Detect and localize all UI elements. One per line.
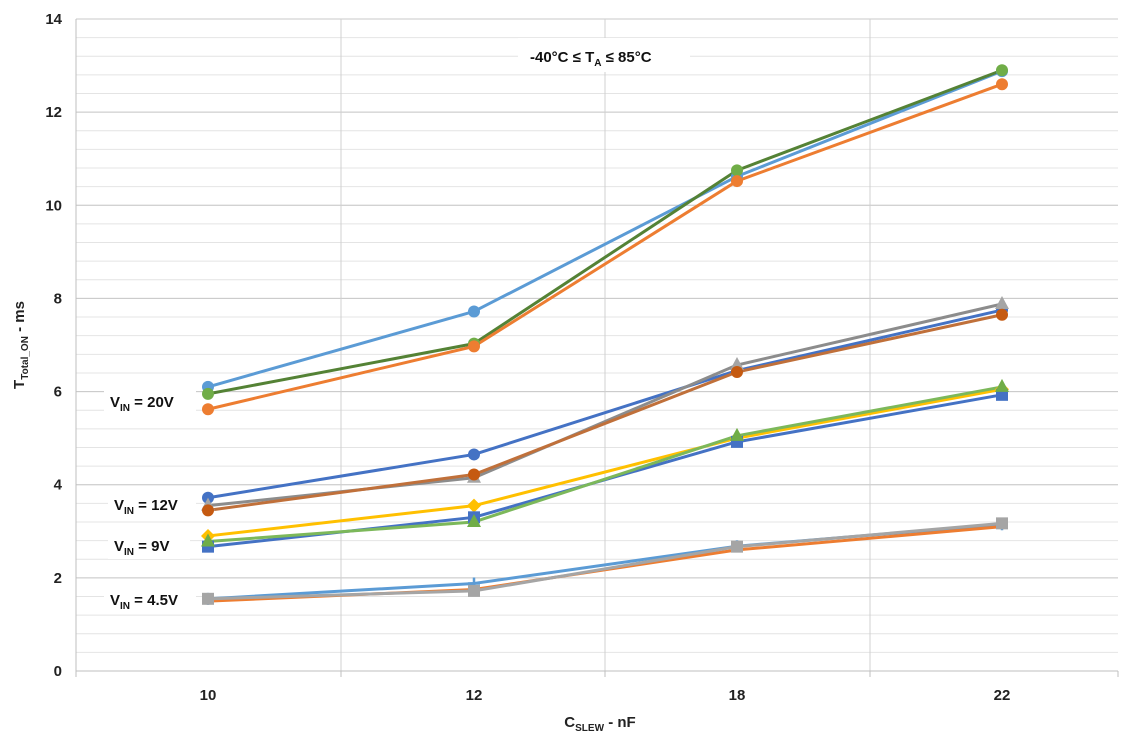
data-point-9V-8-18 bbox=[730, 427, 744, 441]
y-tick-label: 8 bbox=[54, 290, 62, 307]
data-point-12V-5-10 bbox=[202, 504, 214, 517]
annotation-part1: -40°C ≤ T bbox=[530, 49, 594, 66]
data-point-9V-6-12 bbox=[467, 498, 481, 513]
data-point-9V-8-12 bbox=[467, 513, 481, 527]
major-gridlines bbox=[76, 18, 1118, 672]
label-vin-4-5v: VIN = 4.5V bbox=[110, 592, 178, 612]
y-tick-label: 0 bbox=[54, 663, 62, 680]
axes bbox=[75, 19, 1119, 677]
data-point-12V-4-22 bbox=[995, 296, 1009, 310]
y-tick-label: 10 bbox=[45, 197, 62, 214]
x-tick-labels: 10 12 18 22 bbox=[200, 687, 1011, 704]
y-tick-label: 2 bbox=[54, 570, 62, 587]
series-markers bbox=[201, 64, 1009, 605]
annotation-sub: A bbox=[594, 58, 601, 69]
x-tick-label: 12 bbox=[466, 687, 483, 704]
data-point-20V-2-10 bbox=[202, 403, 214, 416]
data-point-20V-2-22 bbox=[996, 78, 1008, 91]
label-vin-20v: VIN = 20V bbox=[110, 394, 174, 414]
y-tick-label: 14 bbox=[45, 11, 62, 28]
data-point-12V-5-12 bbox=[468, 468, 480, 481]
data-point-20V-2-18 bbox=[731, 175, 743, 188]
x-tick-label: 22 bbox=[994, 687, 1011, 704]
annotation-background bbox=[518, 38, 690, 72]
y-axis-title: TTotal_ON - ms bbox=[11, 301, 31, 389]
data-point-20V-1-22 bbox=[996, 64, 1008, 77]
data-point-4.5V-11-12 bbox=[468, 584, 480, 597]
annotation-part2: ≤ 85°C bbox=[601, 49, 651, 66]
series-group-labels: VIN = 20V VIN = 12V VIN = 9V VIN = 4.5V bbox=[104, 388, 196, 613]
label-bg-12v bbox=[108, 492, 196, 518]
minor-gridlines bbox=[76, 37, 1118, 653]
data-point-12V-5-22 bbox=[996, 308, 1008, 321]
series-line-20V-1 bbox=[207, 68, 1003, 396]
data-point-9V-8-22 bbox=[995, 378, 1009, 392]
data-point-20V-1-18 bbox=[731, 164, 743, 177]
label-bg-4-5v bbox=[104, 587, 196, 613]
series-line-20V-2 bbox=[207, 82, 1003, 411]
y-tick-label: 6 bbox=[54, 384, 62, 401]
data-point-12V-5-18 bbox=[731, 366, 743, 379]
series-line-9V-6 bbox=[207, 387, 1003, 538]
label-bg-20v bbox=[104, 388, 196, 414]
x-tick-label: 10 bbox=[200, 687, 217, 704]
data-point-12V-3-12 bbox=[468, 448, 480, 461]
data-point-12V-4-18 bbox=[730, 357, 744, 371]
y-tick-labels: 0 2 4 6 8 10 12 14 bbox=[45, 11, 62, 680]
data-point-4.5V-11-18 bbox=[731, 540, 743, 553]
data-point-9V-8-10 bbox=[201, 533, 215, 547]
label-vin-9v: VIN = 9V bbox=[114, 538, 169, 558]
label-bg-9v bbox=[108, 533, 190, 559]
series-line-12V-3 bbox=[207, 308, 1003, 500]
series-line-12V-5 bbox=[207, 313, 1003, 512]
data-point-4.5V-11-22 bbox=[996, 517, 1008, 530]
annotation-text: -40°C ≤ TA ≤ 85°C bbox=[530, 49, 652, 69]
x-axis-title: CSLEW - nF bbox=[564, 714, 635, 734]
series-lines bbox=[207, 68, 1003, 603]
y-tick-label: 12 bbox=[45, 104, 62, 121]
y-tick-label: 4 bbox=[54, 477, 63, 494]
temperature-annotation: -40°C ≤ TA ≤ 85°C bbox=[518, 38, 690, 72]
data-point-20V-2-12 bbox=[468, 340, 480, 353]
data-point-4.5V-11-10 bbox=[202, 592, 214, 605]
series-line-20V-0 bbox=[207, 69, 1003, 389]
data-point-20V-0-12 bbox=[468, 305, 480, 318]
data-point-20V-1-10 bbox=[202, 387, 214, 400]
series-line-9V-8 bbox=[207, 385, 1003, 544]
x-tick-label: 18 bbox=[729, 687, 746, 704]
series-line-4.5V-11 bbox=[207, 521, 1003, 601]
label-vin-12v: VIN = 12V bbox=[114, 497, 178, 517]
